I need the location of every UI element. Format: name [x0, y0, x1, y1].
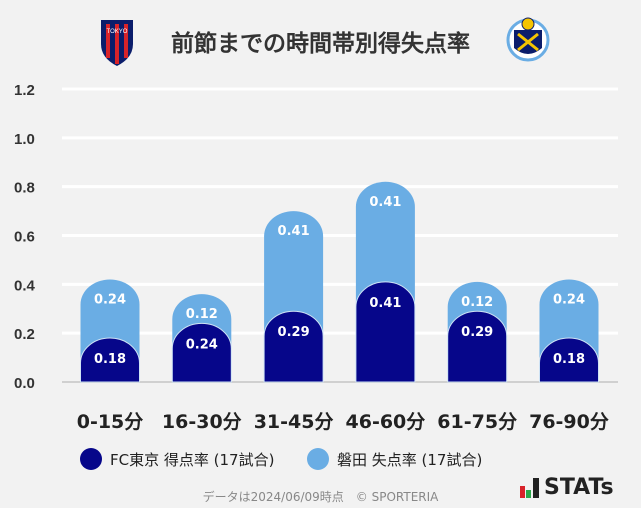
- legend-item-iwata: 磐田 失点率 (17試合): [307, 448, 482, 470]
- x-tick-label: 61-75分: [437, 411, 517, 433]
- stats-logo-icon: [520, 477, 539, 498]
- data-label-fc-tokyo: 0.18: [94, 352, 126, 367]
- jubilo-iwata-logo: [506, 17, 550, 62]
- y-tick-label: 0.4: [14, 277, 36, 294]
- data-label-iwata: 0.24: [94, 292, 126, 307]
- x-tick-label: 46-60分: [346, 411, 426, 433]
- legend-item-fc-tokyo: FC東京 得点率 (17試合): [80, 448, 274, 470]
- x-tick-label: 0-15分: [77, 411, 144, 433]
- footer-note: データは2024/06/09時点 © SPORTERIA: [202, 490, 439, 504]
- data-label-fc-tokyo: 0.29: [278, 325, 310, 340]
- data-label-fc-tokyo: 0.18: [553, 352, 585, 367]
- data-label-fc-tokyo: 0.41: [369, 296, 401, 311]
- y-tick-label: 0.6: [14, 229, 35, 246]
- legend-label: FC東京 得点率 (17試合): [110, 450, 275, 469]
- data-label-iwata: 0.41: [369, 195, 401, 210]
- data-label-iwata: 0.12: [461, 295, 493, 310]
- legend-label: 磐田 失点率 (17試合): [337, 450, 483, 469]
- data-label-iwata: 0.12: [186, 307, 218, 322]
- bar-fc-tokyo-scored: [355, 281, 416, 383]
- fc-tokyo-logo: TOKYO: [101, 20, 133, 66]
- y-tick-label: 0.8: [14, 180, 35, 197]
- stats-brand-text: STATs: [544, 475, 614, 500]
- data-label-fc-tokyo: 0.24: [186, 337, 218, 352]
- y-tick-label: 0.0: [14, 375, 35, 392]
- data-label-fc-tokyo: 0.29: [461, 325, 493, 340]
- x-tick-label: 76-90分: [529, 411, 609, 433]
- bar-fc-tokyo-scored: [80, 337, 140, 383]
- legend-swatch: [307, 448, 329, 470]
- chart-title: 前節までの時間帯別得失点率: [171, 31, 470, 57]
- bar-fc-tokyo-scored: [171, 322, 232, 383]
- y-tick-label: 0.2: [14, 326, 35, 343]
- legend-swatch: [80, 448, 102, 470]
- x-tick-label: 31-45分: [254, 411, 334, 433]
- bar-fc-tokyo-scored: [539, 337, 599, 383]
- bar-fc-tokyo-scored: [447, 310, 508, 383]
- data-label-iwata: 0.24: [553, 292, 585, 307]
- svg-text:TOKYO: TOKYO: [107, 29, 128, 35]
- y-tick-label: 1.2: [14, 82, 35, 99]
- data-label-iwata: 0.41: [278, 224, 310, 239]
- y-tick-label: 1.0: [14, 131, 35, 148]
- stats-brand: STATs: [520, 475, 614, 500]
- bar-fc-tokyo-scored: [263, 310, 324, 383]
- x-tick-label: 16-30分: [162, 411, 242, 433]
